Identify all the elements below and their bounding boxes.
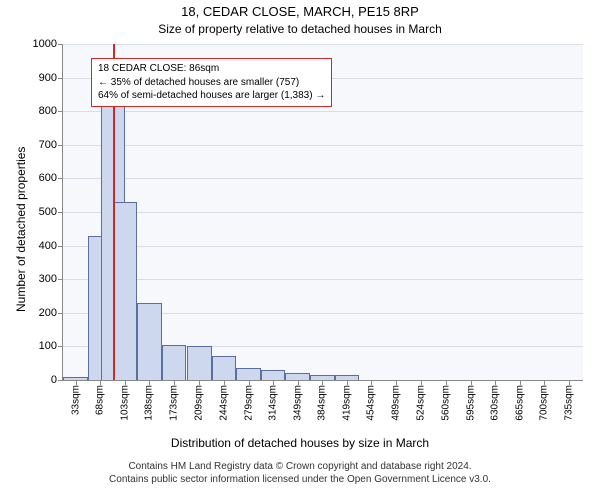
y-tick-label: 100 <box>39 340 57 352</box>
x-tick-label: 209sqm <box>194 385 205 421</box>
x-tick-label: 735sqm <box>563 385 574 421</box>
y-axis-label: Number of detached properties <box>14 147 28 312</box>
y-tick-label: 200 <box>39 307 57 319</box>
x-tick-label: 314sqm <box>268 385 279 421</box>
y-tick-label: 300 <box>39 273 57 285</box>
y-tick-mark <box>58 145 63 146</box>
plot-area: 0100200300400500600700800900100033sqm68s… <box>62 44 583 381</box>
footer: Contains HM Land Registry data © Crown c… <box>0 460 600 486</box>
x-tick-label: 700sqm <box>539 385 550 421</box>
y-tick-mark <box>58 246 63 247</box>
x-axis-label: Distribution of detached houses by size … <box>0 436 600 450</box>
gridline-h <box>63 145 583 146</box>
annotation-line-2: ← 35% of detached houses are smaller (75… <box>98 76 325 90</box>
gridline-h <box>63 44 583 45</box>
gridline-h <box>63 279 583 280</box>
x-tick-label: 454sqm <box>366 385 377 421</box>
x-tick-label: 665sqm <box>514 385 525 421</box>
y-tick-label: 800 <box>39 105 57 117</box>
footer-line-2: Contains public sector information licen… <box>0 473 600 486</box>
y-tick-label: 400 <box>39 240 57 252</box>
histogram-bar <box>162 345 187 380</box>
y-tick-label: 500 <box>39 206 57 218</box>
y-tick-mark <box>58 44 63 45</box>
gridline-h <box>63 111 583 112</box>
y-tick-label: 1000 <box>33 38 57 50</box>
x-tick-label: 489sqm <box>391 385 402 421</box>
x-tick-label: 349sqm <box>292 385 303 421</box>
gridline-h <box>63 246 583 247</box>
x-tick-label: 33sqm <box>70 385 81 415</box>
y-tick-mark <box>58 78 63 79</box>
page-subtitle: Size of property relative to detached ho… <box>0 22 600 36</box>
histogram-bar <box>285 373 310 380</box>
x-tick-label: 68sqm <box>95 385 106 415</box>
histogram-bar <box>261 370 286 380</box>
x-tick-label: 279sqm <box>243 385 254 421</box>
x-tick-label: 630sqm <box>490 385 501 421</box>
annotation-line-1: 18 CEDAR CLOSE: 86sqm <box>98 62 325 76</box>
y-tick-mark <box>58 346 63 347</box>
histogram-bar <box>236 368 261 380</box>
x-tick-label: 384sqm <box>317 385 328 421</box>
y-tick-mark <box>58 279 63 280</box>
histogram-bar <box>137 303 162 380</box>
y-tick-mark <box>58 178 63 179</box>
x-tick-label: 138sqm <box>144 385 155 421</box>
chart-container: { "header": { "title": "18, CEDAR CLOSE,… <box>0 0 600 500</box>
x-tick-label: 419sqm <box>341 385 352 421</box>
page-title: 18, CEDAR CLOSE, MARCH, PE15 8RP <box>0 4 600 19</box>
x-tick-label: 244sqm <box>218 385 229 421</box>
y-tick-label: 0 <box>51 374 57 386</box>
y-tick-mark <box>58 111 63 112</box>
histogram-bar <box>187 346 212 380</box>
x-tick-label: 524sqm <box>415 385 426 421</box>
histogram-bar <box>212 356 237 380</box>
x-tick-label: 173sqm <box>169 385 180 421</box>
annotation-box: 18 CEDAR CLOSE: 86sqm ← 35% of detached … <box>91 58 332 107</box>
gridline-h <box>63 212 583 213</box>
x-tick-label: 595sqm <box>465 385 476 421</box>
x-tick-label: 560sqm <box>440 385 451 421</box>
y-tick-label: 900 <box>39 72 57 84</box>
gridline-h <box>63 178 583 179</box>
annotation-line-3: 64% of semi-detached houses are larger (… <box>98 89 325 103</box>
histogram-bar <box>113 202 138 380</box>
y-tick-mark <box>58 212 63 213</box>
y-tick-mark <box>58 380 63 381</box>
y-tick-label: 700 <box>39 139 57 151</box>
footer-line-1: Contains HM Land Registry data © Crown c… <box>0 460 600 473</box>
y-tick-label: 600 <box>39 172 57 184</box>
x-tick-label: 103sqm <box>119 385 130 421</box>
y-tick-mark <box>58 313 63 314</box>
